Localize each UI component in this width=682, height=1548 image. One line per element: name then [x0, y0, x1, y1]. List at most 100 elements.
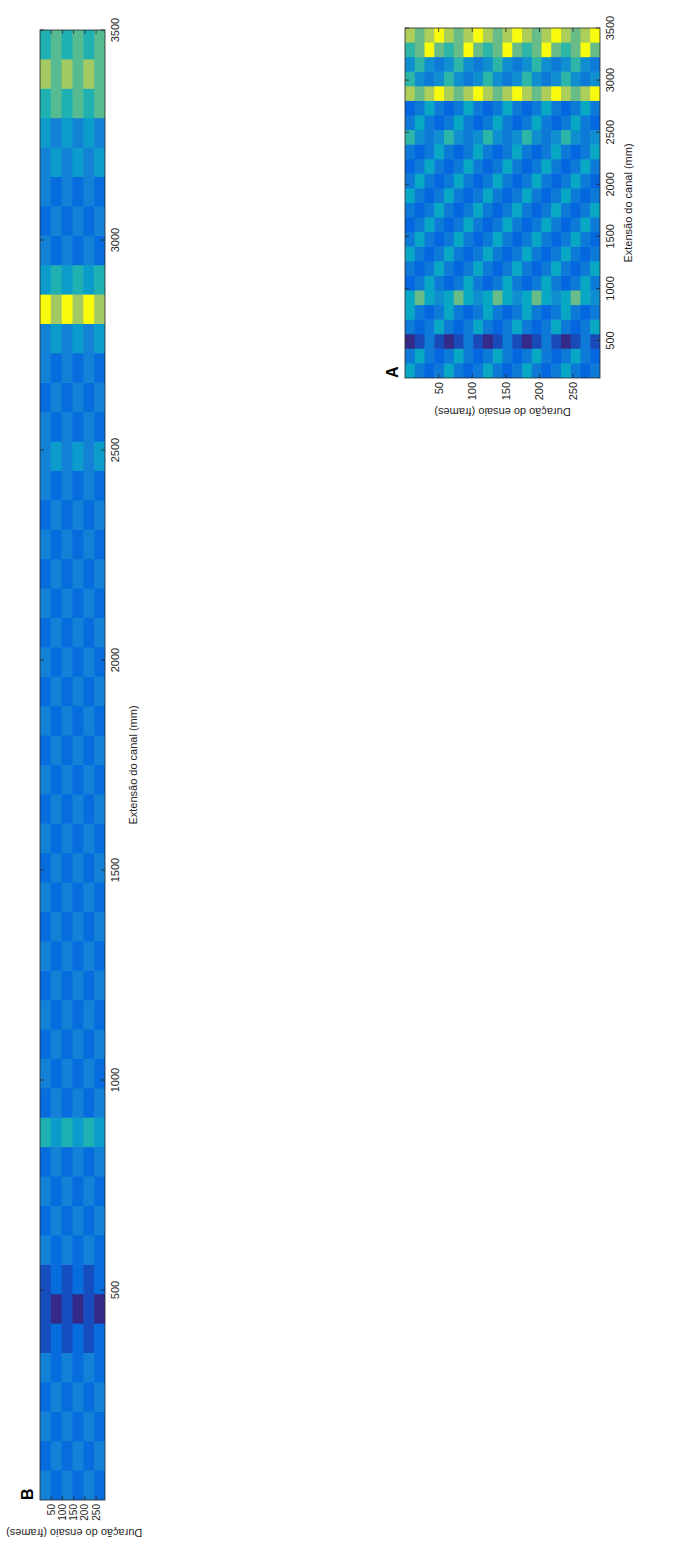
heatmap-cell	[425, 261, 435, 276]
heatmap-cell	[581, 71, 591, 86]
heatmap-cell	[532, 319, 542, 334]
heatmap-cell	[590, 319, 600, 334]
heatmap-cell	[590, 42, 600, 57]
heatmap-cell	[503, 100, 513, 115]
y-tick	[539, 28, 540, 32]
heatmap-cell	[73, 235, 84, 265]
heatmap-cell	[415, 86, 425, 101]
heatmap-cell	[40, 1117, 51, 1147]
heatmap-cell	[40, 853, 51, 883]
heatmap-cell	[503, 217, 513, 232]
x-tick	[40, 1080, 44, 1081]
heatmap-cell	[454, 28, 464, 43]
heatmap-cell	[62, 382, 73, 412]
heatmap-cell	[522, 159, 532, 174]
heatmap-cell	[561, 334, 571, 349]
heatmap-cell	[561, 129, 571, 144]
y-tick	[505, 374, 506, 378]
heatmap-cell	[415, 290, 425, 305]
heatmap-cell	[464, 232, 474, 247]
heatmap-cell	[40, 970, 51, 1000]
heatmap-cell	[590, 86, 600, 101]
heatmap-cell	[51, 853, 62, 883]
heatmap-cell	[444, 246, 454, 261]
heatmap-cell	[454, 173, 464, 188]
heatmap-cell	[425, 275, 435, 290]
heatmap-cell	[581, 86, 591, 101]
heatmap-cell	[73, 794, 84, 824]
heatmap-cell	[512, 159, 522, 174]
heatmap-cell	[83, 1294, 94, 1324]
heatmap-cell	[73, 1088, 84, 1118]
heatmap-cell	[590, 334, 600, 349]
heatmap-cell	[94, 412, 105, 442]
heatmap-cell	[40, 1382, 51, 1412]
heatmap-cell	[590, 173, 600, 188]
heatmap-cell	[62, 470, 73, 500]
heatmap-cell	[503, 173, 513, 188]
heatmap-cell	[415, 57, 425, 72]
heatmap-cell	[561, 42, 571, 57]
heatmap-cell	[405, 129, 415, 144]
heatmap-cell	[94, 176, 105, 206]
heatmap-cell	[581, 115, 591, 130]
heatmap-cell	[40, 382, 51, 412]
heatmap-cell	[571, 304, 581, 319]
heatmap-cell	[581, 159, 591, 174]
heatmap-cell	[425, 348, 435, 363]
heatmap-cell	[532, 129, 542, 144]
x-tick	[596, 132, 600, 133]
heatmap-cell	[83, 764, 94, 794]
heatmap-cell	[571, 348, 581, 363]
heatmap-cell	[503, 246, 513, 261]
heatmap-cell	[581, 275, 591, 290]
heatmap-cell	[425, 71, 435, 86]
heatmap-cell	[571, 188, 581, 203]
heatmap-cell	[532, 159, 542, 174]
heatmap-cell	[522, 144, 532, 159]
heatmap-cell	[51, 1235, 62, 1265]
heatmap-cell	[473, 334, 483, 349]
heatmap-cell	[542, 115, 552, 130]
heatmap-cell	[542, 71, 552, 86]
x-tick	[405, 340, 409, 341]
heatmap-cell	[62, 588, 73, 618]
heatmap-cell	[503, 202, 513, 217]
heatmap-cell	[405, 173, 415, 188]
heatmap-cell	[551, 159, 561, 174]
heatmap-cell	[83, 59, 94, 89]
heatmap-cell	[94, 735, 105, 765]
heatmap-cell	[51, 911, 62, 941]
heatmap-cell	[590, 144, 600, 159]
heatmap-cell	[581, 202, 591, 217]
heatmap-cell	[51, 1382, 62, 1412]
heatmap-cell	[581, 144, 591, 159]
heatmap-cell	[425, 290, 435, 305]
heatmap-cell	[522, 232, 532, 247]
heatmap-cell	[405, 261, 415, 276]
heatmap-cell	[561, 348, 571, 363]
heatmap-cell	[73, 1441, 84, 1471]
heatmap-cell	[483, 173, 493, 188]
heatmap-cell	[83, 1147, 94, 1177]
x-tick	[101, 450, 105, 451]
heatmap-cell	[522, 217, 532, 232]
heatmap-cell	[512, 275, 522, 290]
figure: 5001000150020002500300035005010015020025…	[6, 16, 634, 1539]
heatmap-cells	[40, 30, 105, 1500]
heatmap-cell	[571, 232, 581, 247]
heatmap-cell	[51, 764, 62, 794]
heatmap-cell	[62, 764, 73, 794]
heatmap-cell	[73, 323, 84, 353]
heatmap-cell	[40, 529, 51, 559]
heatmap-cell	[62, 30, 73, 59]
heatmap-cell	[473, 202, 483, 217]
heatmap-cell	[571, 129, 581, 144]
panel-letter: A	[384, 366, 401, 378]
heatmap-cell	[73, 382, 84, 412]
heatmap-cell	[51, 1264, 62, 1294]
heatmap-cell	[581, 173, 591, 188]
heatmap-cell	[405, 42, 415, 57]
heatmap-cell	[464, 57, 474, 72]
heatmap-cell	[40, 676, 51, 706]
